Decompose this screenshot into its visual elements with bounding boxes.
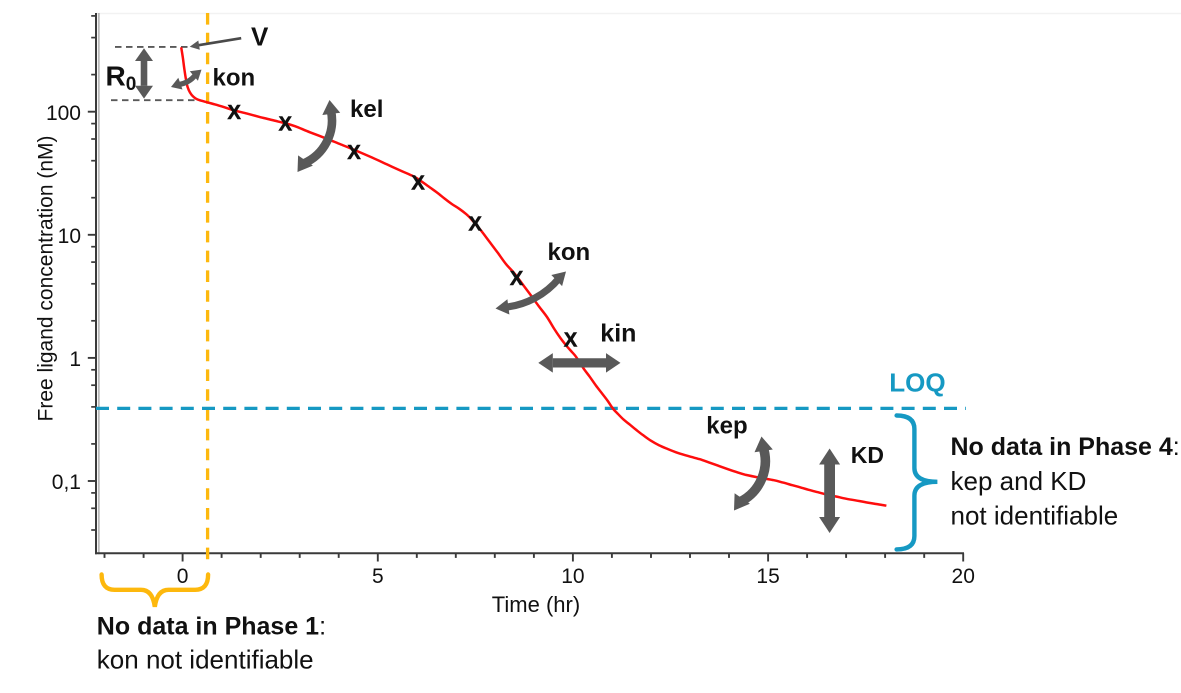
- svg-text:X: X: [411, 173, 425, 195]
- svg-text:0: 0: [177, 565, 189, 588]
- svg-text:15: 15: [756, 565, 779, 588]
- svg-text:1: 1: [69, 348, 81, 371]
- svg-text:10: 10: [561, 565, 584, 588]
- svg-text:kon: kon: [548, 239, 591, 266]
- svg-text:X: X: [510, 268, 524, 290]
- svg-text:KD: KD: [851, 442, 884, 468]
- svg-text:Time (hr): Time (hr): [492, 592, 580, 617]
- svg-text:X: X: [228, 102, 242, 124]
- svg-text:not identifiable: not identifiable: [951, 501, 1119, 531]
- svg-text:Free ligand concentration (nM): Free ligand concentration (nM): [35, 136, 58, 422]
- svg-text:V: V: [251, 21, 269, 51]
- svg-text:kel: kel: [350, 96, 383, 123]
- svg-text:No data in Phase 1:: No data in Phase 1:: [97, 613, 326, 641]
- svg-text:0,1: 0,1: [52, 471, 81, 494]
- svg-text:No data in Phase 4:: No data in Phase 4:: [951, 433, 1180, 461]
- svg-text:kin: kin: [600, 319, 636, 347]
- svg-text:LOQ: LOQ: [889, 367, 945, 397]
- svg-text:X: X: [279, 113, 293, 135]
- svg-text:10: 10: [58, 225, 81, 248]
- svg-text:kon: kon: [213, 65, 256, 92]
- svg-text:kon not identifiable: kon not identifiable: [97, 645, 314, 675]
- svg-text:kep and KD: kep and KD: [951, 466, 1087, 496]
- svg-text:20: 20: [952, 565, 975, 588]
- svg-text:kep: kep: [706, 412, 747, 439]
- svg-text:5: 5: [372, 565, 384, 588]
- svg-text:X: X: [469, 214, 483, 236]
- svg-text:X: X: [347, 142, 361, 164]
- svg-text:100: 100: [46, 102, 81, 125]
- svg-text:X: X: [564, 330, 578, 352]
